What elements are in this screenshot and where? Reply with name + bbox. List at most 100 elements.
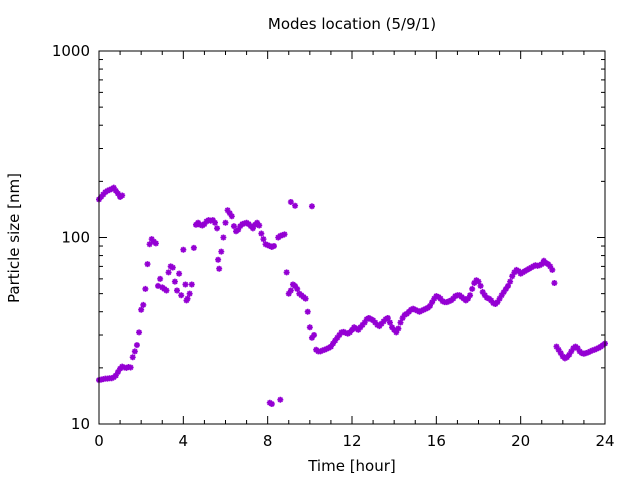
data-point xyxy=(201,221,208,228)
data-point xyxy=(216,265,223,272)
data-point xyxy=(254,219,261,226)
data-point xyxy=(98,193,105,200)
data-point xyxy=(180,246,187,253)
data-point xyxy=(393,329,400,336)
data-point xyxy=(308,203,315,210)
data-point xyxy=(112,372,119,379)
data-point xyxy=(391,326,398,333)
data-point xyxy=(262,241,269,248)
data-point xyxy=(479,289,486,296)
data-point xyxy=(547,263,554,270)
data-point xyxy=(176,270,183,277)
data-point xyxy=(357,324,364,331)
data-point xyxy=(283,269,290,276)
data-point xyxy=(311,332,318,339)
data-point xyxy=(502,285,509,292)
data-point xyxy=(334,334,341,341)
data-point xyxy=(505,282,512,289)
data-point xyxy=(384,315,391,322)
data-point xyxy=(258,230,265,237)
data-point xyxy=(431,295,438,302)
data-point xyxy=(136,329,143,336)
data-point xyxy=(104,187,111,194)
data-point xyxy=(127,364,134,371)
data-point xyxy=(140,301,147,308)
axes-group: 0 4 8 12 16 20 24 10 100 1000 xyxy=(52,42,615,450)
data-point xyxy=(171,278,178,285)
data-point xyxy=(190,244,197,251)
data-point xyxy=(268,401,275,408)
data-point xyxy=(515,268,522,275)
x-axis-label: Time [hour] xyxy=(307,457,396,475)
data-point xyxy=(450,295,457,302)
plot-frame xyxy=(98,50,606,425)
data-point xyxy=(220,234,227,241)
data-point xyxy=(119,363,126,370)
data-point xyxy=(538,261,545,268)
data-point xyxy=(110,184,117,191)
data-point xyxy=(355,326,362,333)
data-point xyxy=(574,345,581,352)
data-point xyxy=(281,231,288,238)
data-point xyxy=(144,261,151,268)
data-point xyxy=(467,292,474,299)
data-point xyxy=(500,289,507,296)
data-point xyxy=(178,292,185,299)
y-axis-label: Particle size [nm] xyxy=(5,173,23,303)
data-point xyxy=(549,266,556,273)
data-point xyxy=(551,280,558,287)
data-point xyxy=(346,329,353,336)
data-point xyxy=(496,295,503,302)
data-point xyxy=(378,320,385,327)
data-point xyxy=(437,295,444,302)
data-point xyxy=(287,287,294,294)
data-point xyxy=(507,278,514,285)
data-point xyxy=(174,287,181,294)
data-point xyxy=(294,285,301,292)
data-point xyxy=(292,202,299,209)
data-point xyxy=(336,332,343,339)
data-point xyxy=(235,226,242,233)
data-point xyxy=(165,269,172,276)
data-point xyxy=(327,343,334,350)
data-point xyxy=(211,219,218,226)
data-point xyxy=(287,199,294,206)
data-point xyxy=(481,292,488,299)
data-point xyxy=(285,290,292,297)
x-tick-label: 0 xyxy=(94,432,104,450)
data-point xyxy=(433,293,440,300)
data-point xyxy=(100,191,107,198)
x-tick-label: 12 xyxy=(342,432,361,450)
data-point xyxy=(321,346,328,353)
data-point xyxy=(222,219,229,226)
data-point xyxy=(184,295,191,302)
data-point xyxy=(188,281,195,288)
data-point xyxy=(260,236,267,243)
data-point xyxy=(372,319,379,326)
data-point xyxy=(106,186,113,193)
data-point xyxy=(380,318,387,325)
data-point xyxy=(249,225,256,232)
data-point xyxy=(163,287,170,294)
data-point xyxy=(397,319,404,326)
data-point xyxy=(169,264,176,271)
data-point xyxy=(593,345,600,352)
data-point xyxy=(114,190,121,197)
data-point xyxy=(182,281,189,288)
data-point xyxy=(264,242,271,249)
data-point xyxy=(553,343,560,350)
data-point xyxy=(439,298,446,305)
data-point xyxy=(142,285,149,292)
data-point xyxy=(308,334,315,341)
data-point xyxy=(304,308,311,315)
data-point xyxy=(443,299,450,306)
data-point xyxy=(464,295,471,302)
data-point xyxy=(395,325,402,332)
data-point xyxy=(555,346,562,353)
data-point xyxy=(568,348,575,355)
data-point xyxy=(218,248,225,255)
data-point xyxy=(545,261,552,268)
